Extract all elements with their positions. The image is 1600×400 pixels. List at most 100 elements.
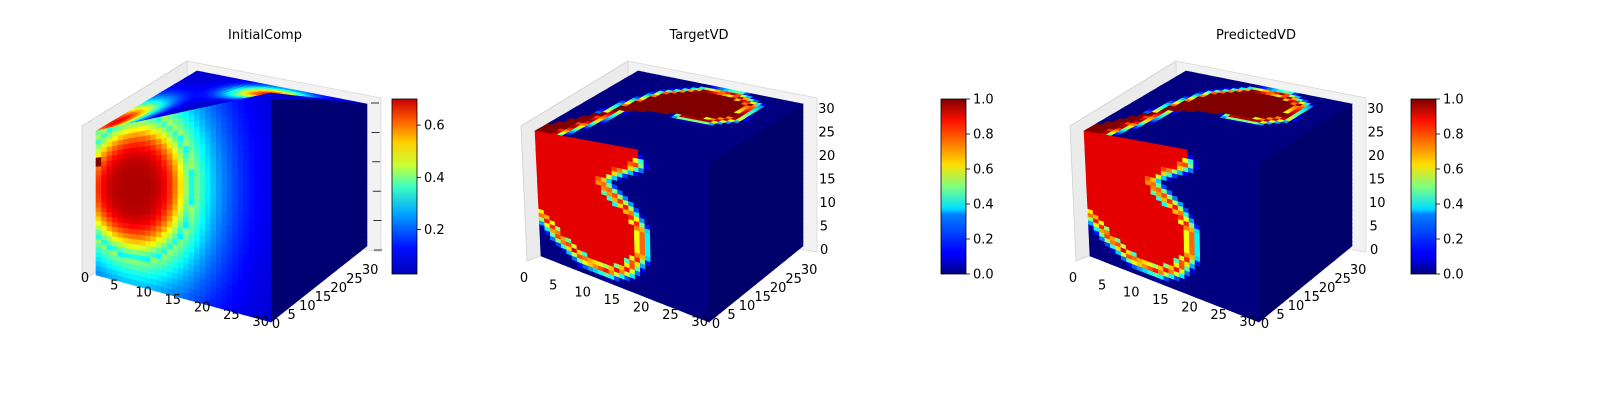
front-face-voxel: [177, 239, 184, 247]
front-face-voxel: [265, 263, 272, 273]
side-face-voxel: [303, 164, 308, 172]
side-face-voxel: [357, 102, 362, 109]
front-face-voxel: [123, 178, 130, 185]
side-face-voxel: [270, 135, 275, 144]
front-face-voxel: [232, 239, 239, 247]
front-face-voxel: [188, 145, 195, 153]
front-face-voxel: [177, 146, 184, 154]
front-face-voxel: [172, 147, 179, 155]
front-face-voxel: [232, 119, 239, 128]
front-face-voxel: [183, 204, 190, 212]
side-face-voxel: [300, 139, 305, 148]
front-face-voxel: [134, 188, 141, 195]
side-face-voxel: [363, 116, 368, 123]
front-face-voxel: [128, 208, 135, 215]
side-face-voxel: [288, 154, 293, 162]
side-face-voxel: [306, 169, 311, 178]
front-face-voxel: [243, 138, 250, 147]
front-face-voxel: [144, 172, 151, 179]
front-face-voxel: [112, 174, 119, 181]
front-face-voxel: [248, 158, 255, 167]
side-face-voxel: [351, 135, 356, 142]
front-face-voxel: [254, 213, 261, 222]
side-face-voxel: [312, 115, 317, 122]
y-tick-label: 10: [299, 299, 316, 314]
front-face-voxel: [265, 171, 272, 180]
y-tick-label: 30: [362, 263, 379, 278]
side-face-voxel: [312, 127, 317, 134]
side-face-voxel: [276, 190, 281, 199]
front-face-voxel: [144, 219, 151, 227]
front-face-voxel: [221, 193, 228, 201]
front-face-voxel: [221, 128, 228, 137]
side-face-voxel: [321, 104, 326, 111]
front-face-voxel: [134, 223, 141, 231]
front-face-voxel: [95, 166, 102, 172]
front-face-voxel: [232, 206, 239, 214]
side-face-voxel: [273, 100, 278, 109]
front-face-voxel: [265, 92, 272, 102]
side-face-voxel: [345, 121, 350, 128]
front-face-voxel: [161, 215, 168, 222]
side-face-voxel: [354, 121, 359, 127]
front-face-voxel: [265, 214, 272, 223]
front-face-voxel: [112, 193, 119, 199]
side-face-voxel: [321, 115, 326, 122]
side-face-voxel: [345, 106, 350, 113]
side-face-voxel: [345, 131, 350, 138]
front-face-voxel: [128, 152, 135, 160]
side-face-voxel: [291, 179, 296, 188]
side-face-voxel: [288, 173, 293, 182]
front-face-voxel: [199, 205, 206, 213]
x-tick-label: 15: [165, 293, 182, 308]
front-face-voxel: [194, 187, 201, 194]
front-face-voxel: [177, 175, 184, 183]
front-face-voxel: [177, 244, 184, 253]
front-face-voxel: [221, 205, 228, 214]
side-face-voxel: [306, 139, 311, 147]
front-face-voxel: [166, 153, 173, 161]
side-face-voxel: [318, 103, 323, 111]
front-face-voxel: [101, 198, 108, 204]
side-face-voxel: [273, 114, 278, 122]
side-face-voxel: [324, 104, 329, 111]
side-face-voxel: [342, 146, 347, 153]
front-face-voxel: [166, 232, 173, 240]
front-face-voxel: [221, 186, 228, 194]
front-face-voxel: [232, 186, 239, 194]
front-face-voxel: [172, 164, 179, 172]
front-face-voxel: [265, 185, 272, 194]
front-face-voxel: [259, 107, 266, 117]
front-face-voxel: [161, 231, 168, 239]
side-face-voxel: [276, 100, 281, 109]
side-face-voxel: [330, 99, 335, 106]
front-face-voxel: [128, 188, 135, 195]
front-face-voxel: [166, 221, 173, 228]
voxel-cube: [95, 70, 368, 323]
side-face-voxel: [279, 128, 284, 136]
side-face-voxel: [312, 138, 317, 146]
side-face-voxel: [306, 151, 311, 159]
front-face-voxel: [144, 150, 151, 158]
side-face-voxel: [300, 171, 305, 179]
front-face-voxel: [123, 277, 130, 285]
front-face-voxel: [248, 247, 255, 256]
front-face-voxel: [128, 278, 135, 286]
side-face-voxel: [330, 121, 335, 128]
front-face-voxel: [227, 146, 233, 155]
side-face-voxel: [360, 134, 365, 141]
front-face-voxel: [144, 161, 151, 168]
front-face-voxel: [155, 209, 162, 217]
front-face-voxel: [248, 227, 255, 236]
side-face-voxel: [300, 177, 305, 186]
front-face-voxel: [177, 216, 184, 224]
side-face-voxel: [291, 134, 296, 142]
side-face-voxel: [285, 107, 290, 116]
side-face-voxel: [330, 164, 335, 172]
front-face-voxel: [117, 159, 124, 166]
side-face-voxel: [309, 127, 314, 135]
front-face-voxel: [161, 182, 168, 189]
side-face-voxel: [357, 121, 362, 127]
side-face-voxel: [318, 132, 323, 140]
front-face-voxel: [112, 188, 119, 195]
